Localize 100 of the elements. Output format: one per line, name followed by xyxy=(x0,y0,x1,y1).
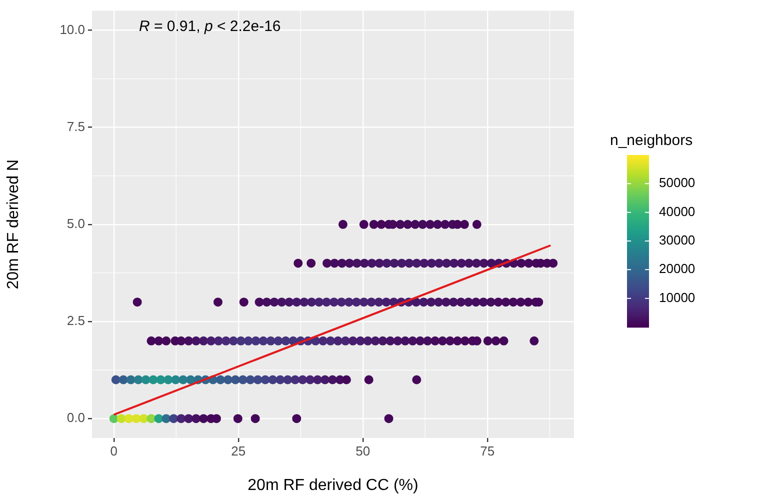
point xyxy=(238,375,248,384)
point xyxy=(478,298,488,307)
point xyxy=(410,220,420,229)
point xyxy=(393,336,402,346)
point xyxy=(139,414,148,424)
point xyxy=(276,375,285,384)
point xyxy=(408,336,418,346)
point xyxy=(221,336,230,346)
point xyxy=(146,336,156,346)
point xyxy=(416,336,425,346)
point xyxy=(284,298,294,307)
point xyxy=(192,414,201,424)
point xyxy=(440,220,450,229)
point xyxy=(258,336,268,346)
point xyxy=(352,258,362,268)
point xyxy=(124,414,134,424)
point xyxy=(164,375,173,384)
point xyxy=(364,375,374,384)
point xyxy=(366,298,376,307)
point xyxy=(403,220,412,229)
point xyxy=(442,258,452,268)
point xyxy=(390,258,399,268)
color-bar-label: 50000 xyxy=(659,175,696,190)
point xyxy=(184,336,194,346)
point xyxy=(298,375,308,384)
point xyxy=(352,298,361,307)
point xyxy=(427,258,436,268)
point xyxy=(359,298,368,307)
point xyxy=(162,336,171,346)
point xyxy=(233,414,242,424)
point xyxy=(322,298,332,307)
point xyxy=(260,375,270,384)
color-bar-title: n_neighbors xyxy=(610,132,693,149)
point xyxy=(374,258,384,268)
point xyxy=(216,375,225,384)
point xyxy=(420,258,429,268)
point xyxy=(169,414,178,424)
point xyxy=(154,414,164,424)
point xyxy=(329,298,338,307)
point xyxy=(378,336,388,346)
point xyxy=(313,375,322,384)
point xyxy=(178,375,188,384)
y-tick-label: 2.5 xyxy=(66,313,85,328)
point xyxy=(228,336,238,346)
point xyxy=(423,336,432,346)
point xyxy=(307,298,316,307)
point xyxy=(171,375,180,384)
point xyxy=(262,298,272,307)
point xyxy=(162,414,171,424)
point xyxy=(141,375,150,384)
point xyxy=(397,258,406,268)
point xyxy=(499,336,508,346)
point xyxy=(449,298,458,307)
point xyxy=(156,375,166,384)
x-axis-title: 20m RF derived CC (%) xyxy=(248,476,418,494)
point xyxy=(348,336,358,346)
point xyxy=(386,336,395,346)
point xyxy=(206,336,216,346)
point xyxy=(154,336,164,346)
point xyxy=(336,298,346,307)
point xyxy=(277,298,286,307)
point xyxy=(479,258,488,268)
point xyxy=(111,375,120,384)
annotation: R = 0.91, p < 2.2e-16 xyxy=(139,18,281,35)
point xyxy=(223,375,232,384)
point xyxy=(268,375,278,384)
point xyxy=(132,414,141,424)
point xyxy=(360,258,369,268)
point xyxy=(326,336,336,346)
point xyxy=(374,298,384,307)
x-tick-label: 50 xyxy=(356,443,370,458)
y-axis-title: 20m RF derived N xyxy=(5,159,22,290)
y-tick-label: 0.0 xyxy=(66,410,85,426)
point xyxy=(300,298,309,307)
point xyxy=(266,336,276,346)
point xyxy=(483,336,492,346)
point xyxy=(434,258,444,268)
x-tick-label: 75 xyxy=(480,443,495,458)
color-bar-label: 30000 xyxy=(659,232,696,248)
point xyxy=(270,298,279,307)
point xyxy=(471,298,480,307)
x-tick-label: 25 xyxy=(231,443,246,458)
point xyxy=(344,298,354,307)
y-tick-label: 7.5 xyxy=(66,118,85,134)
point xyxy=(464,258,474,268)
point xyxy=(230,375,240,384)
point xyxy=(251,336,260,346)
point xyxy=(426,298,436,307)
point xyxy=(450,258,458,268)
point xyxy=(456,258,466,268)
point xyxy=(433,220,442,229)
point xyxy=(116,414,126,424)
color-bar-label: 20000 xyxy=(659,261,696,276)
point xyxy=(382,258,392,268)
point xyxy=(126,375,136,384)
point xyxy=(328,375,337,384)
y-tick-label: 5.0 xyxy=(66,216,85,231)
point xyxy=(486,298,496,307)
point xyxy=(418,220,428,229)
point xyxy=(318,336,328,346)
